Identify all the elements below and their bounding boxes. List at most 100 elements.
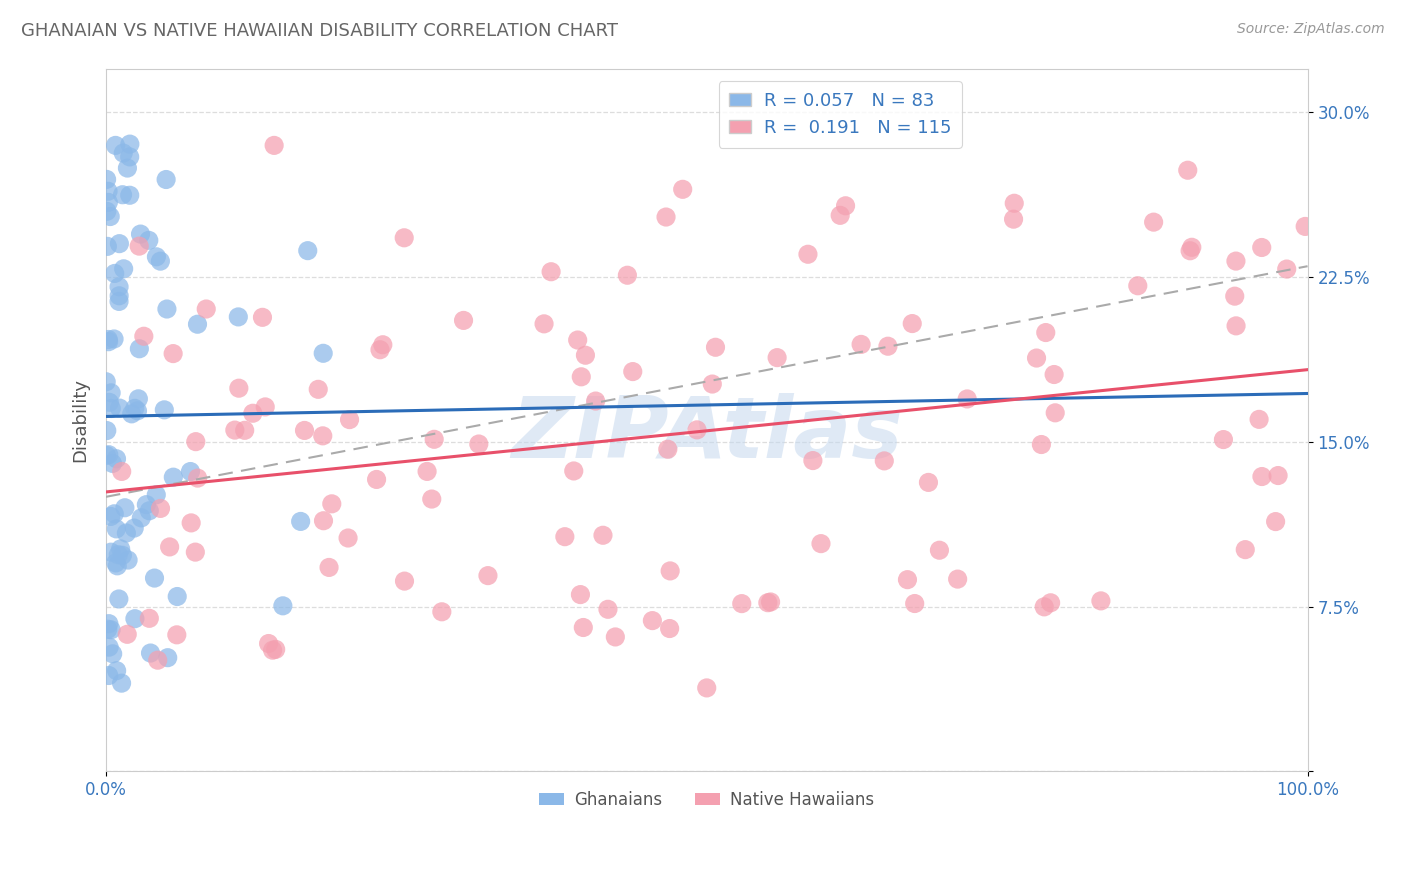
Point xyxy=(115,526,138,541)
Point xyxy=(596,602,619,616)
Point xyxy=(657,442,679,457)
Point xyxy=(108,280,131,294)
Point xyxy=(696,681,718,695)
Point xyxy=(105,558,128,573)
Point xyxy=(453,313,475,327)
Point xyxy=(312,346,335,360)
Point xyxy=(307,382,329,396)
Point xyxy=(98,640,121,654)
Point xyxy=(659,564,682,578)
Point xyxy=(101,457,124,471)
Point xyxy=(658,622,681,636)
Point xyxy=(128,239,150,253)
Point xyxy=(101,647,124,661)
Point xyxy=(103,332,125,346)
Point xyxy=(156,301,179,316)
Point xyxy=(430,605,453,619)
Point xyxy=(1249,412,1271,426)
Point xyxy=(605,630,627,644)
Point xyxy=(226,310,249,324)
Point xyxy=(108,236,131,251)
Point xyxy=(110,676,132,690)
Point xyxy=(112,146,135,161)
Point xyxy=(1251,469,1274,483)
Point xyxy=(686,423,709,437)
Point xyxy=(290,515,312,529)
Point xyxy=(129,227,152,241)
Point xyxy=(111,465,134,479)
Point xyxy=(97,622,120,636)
Text: ZIPAtlas: ZIPAtlas xyxy=(510,392,903,475)
Point xyxy=(337,531,360,545)
Point xyxy=(118,137,141,152)
Point xyxy=(756,596,779,610)
Point xyxy=(1212,433,1234,447)
Point xyxy=(96,375,118,389)
Point xyxy=(166,628,188,642)
Point xyxy=(138,611,160,625)
Point xyxy=(1264,515,1286,529)
Point xyxy=(97,668,120,682)
Point xyxy=(318,560,340,574)
Point xyxy=(1225,318,1247,333)
Point xyxy=(122,521,145,535)
Point xyxy=(1143,215,1166,229)
Point xyxy=(759,595,782,609)
Point xyxy=(105,451,128,466)
Point xyxy=(810,536,832,550)
Point xyxy=(904,597,927,611)
Point xyxy=(672,182,695,196)
Point xyxy=(1250,240,1272,254)
Point xyxy=(1225,254,1247,268)
Point xyxy=(271,599,294,613)
Point xyxy=(108,401,131,416)
Point xyxy=(97,184,120,198)
Point xyxy=(195,301,218,316)
Point xyxy=(105,664,128,678)
Point xyxy=(956,392,979,406)
Point xyxy=(731,597,754,611)
Point xyxy=(294,424,316,438)
Point xyxy=(104,556,127,570)
Point xyxy=(233,423,256,437)
Point xyxy=(1045,406,1067,420)
Point xyxy=(616,268,638,283)
Point xyxy=(371,338,394,352)
Point xyxy=(1126,278,1149,293)
Point xyxy=(477,568,499,582)
Point xyxy=(117,553,139,567)
Point xyxy=(312,429,335,443)
Point xyxy=(114,500,136,515)
Point xyxy=(98,395,121,409)
Point xyxy=(127,392,149,406)
Point xyxy=(103,507,125,521)
Point xyxy=(1043,368,1066,382)
Point xyxy=(569,588,592,602)
Point xyxy=(766,351,789,365)
Point xyxy=(117,161,139,175)
Point xyxy=(97,334,120,349)
Point xyxy=(297,244,319,258)
Point xyxy=(263,138,285,153)
Point xyxy=(368,343,391,357)
Point xyxy=(159,540,181,554)
Legend: Ghanaians, Native Hawaiians: Ghanaians, Native Hawaiians xyxy=(533,784,882,816)
Point xyxy=(100,623,122,637)
Point xyxy=(946,572,969,586)
Text: Source: ZipAtlas.com: Source: ZipAtlas.com xyxy=(1237,22,1385,37)
Point xyxy=(252,310,274,325)
Text: GHANAIAN VS NATIVE HAWAIIAN DISABILITY CORRELATION CHART: GHANAIAN VS NATIVE HAWAIIAN DISABILITY C… xyxy=(21,22,619,40)
Point xyxy=(149,501,172,516)
Point xyxy=(1039,596,1062,610)
Point xyxy=(115,627,138,641)
Point xyxy=(704,340,727,354)
Point xyxy=(149,254,172,268)
Point xyxy=(1234,542,1257,557)
Point xyxy=(179,465,201,479)
Point xyxy=(567,333,589,347)
Point xyxy=(366,472,388,486)
Point xyxy=(97,333,120,347)
Point xyxy=(143,571,166,585)
Point xyxy=(186,317,208,331)
Point xyxy=(1090,594,1112,608)
